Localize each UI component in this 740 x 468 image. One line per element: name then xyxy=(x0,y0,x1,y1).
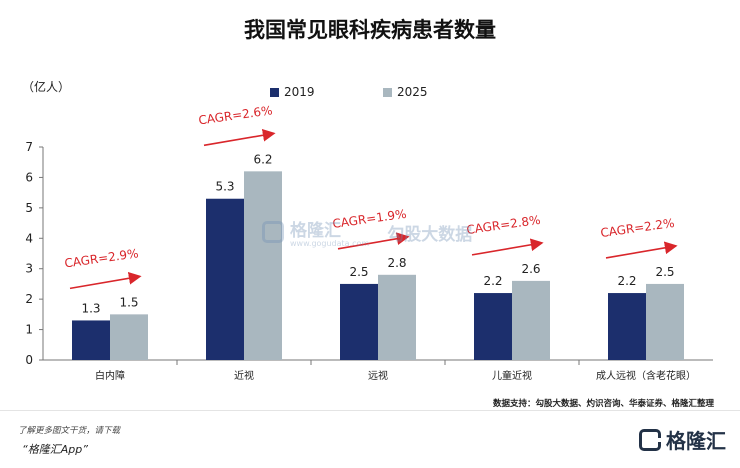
y-tick-label: 7 xyxy=(25,140,33,154)
bar-2019 xyxy=(206,198,244,360)
watermark: 格隆汇 www.gogudata.com 勾股大数据 xyxy=(262,216,472,248)
bar-2019 xyxy=(72,320,110,360)
cagr-arrow xyxy=(203,128,276,147)
brand-name: 格隆汇 xyxy=(666,429,726,453)
bar-2019 xyxy=(340,283,378,360)
watermark-brand: 格隆汇 xyxy=(290,221,341,241)
watermark-data-brand: 勾股大数据 xyxy=(387,224,473,245)
cagr-annotation: CAGR=2.9% xyxy=(64,246,140,270)
legend-item-2019: 2019 xyxy=(270,85,315,99)
chart-title: 我国常见眼科疾病患者数量 xyxy=(244,18,496,42)
cagr-arrow xyxy=(69,271,142,290)
footer-divider xyxy=(0,410,740,411)
data-label-2025: 1.5 xyxy=(119,295,138,309)
data-label-2019: 2.2 xyxy=(617,274,636,288)
y-tick-label: 4 xyxy=(25,231,33,245)
x-category-label: 成人远视（含老花眼） xyxy=(596,369,696,382)
y-tick-label: 5 xyxy=(25,201,33,215)
bar-2025 xyxy=(512,280,550,360)
legend-label-2019: 2019 xyxy=(284,85,315,99)
data-label-2019: 2.2 xyxy=(483,274,502,288)
y-axis-unit-label: （亿人） xyxy=(22,80,71,94)
cagr-annotation: CAGR=2.2% xyxy=(600,216,676,240)
bar-2025 xyxy=(646,283,684,360)
watermark-text: 格隆汇 www.gogudata.com xyxy=(290,216,369,248)
bar-2025 xyxy=(110,314,148,360)
x-category-label: 远视 xyxy=(368,369,388,382)
data-label-2019: 1.3 xyxy=(81,301,100,315)
data-label-2025: 6.2 xyxy=(253,152,272,166)
legend-label-2025: 2025 xyxy=(397,85,428,99)
footer-note: 了解更多图文干货，请下载 xyxy=(18,426,121,436)
data-label-2025: 2.8 xyxy=(387,256,406,270)
cagr-annotation: CAGR=2.8% xyxy=(466,213,542,237)
data-label-2025: 2.5 xyxy=(655,265,674,279)
legend-swatch-2019 xyxy=(270,87,279,97)
y-tick-label: 6 xyxy=(25,170,33,184)
y-tick-label: 2 xyxy=(25,292,33,306)
cagr-arrow xyxy=(337,232,410,250)
data-label-2025: 2.6 xyxy=(521,262,540,276)
x-category-label: 近视 xyxy=(234,369,254,382)
x-category-label: 白内障 xyxy=(95,369,125,382)
y-tick-label: 0 xyxy=(25,353,33,367)
legend-swatch-2025 xyxy=(383,87,392,97)
footer-app-name: “格隆汇App” xyxy=(22,443,88,456)
y-tick-label: 3 xyxy=(25,262,33,276)
cagr-arrow xyxy=(471,238,544,256)
bar-2025 xyxy=(378,274,416,360)
source-note: 数据支持：勾股大数据、灼识咨询、华泰证券、格隆汇整理 xyxy=(492,399,714,409)
bar-2025 xyxy=(244,171,282,360)
legend-item-2025: 2025 xyxy=(383,85,428,99)
watermark-url: www.gogudata.com xyxy=(290,239,370,248)
data-label-2019: 2.5 xyxy=(349,265,368,279)
x-category-label: 儿童近视 xyxy=(492,369,532,382)
bar-2019 xyxy=(608,293,646,360)
watermark-logo-icon xyxy=(262,221,284,243)
bar-2019 xyxy=(474,293,512,360)
y-tick-label: 1 xyxy=(25,323,33,337)
brand-logo-icon xyxy=(639,428,661,451)
cagr-arrow xyxy=(605,241,678,259)
data-label-2019: 5.3 xyxy=(215,180,234,194)
brand-logo: 格隆汇 xyxy=(639,425,726,454)
cagr-annotation: CAGR=2.6% xyxy=(198,103,274,127)
